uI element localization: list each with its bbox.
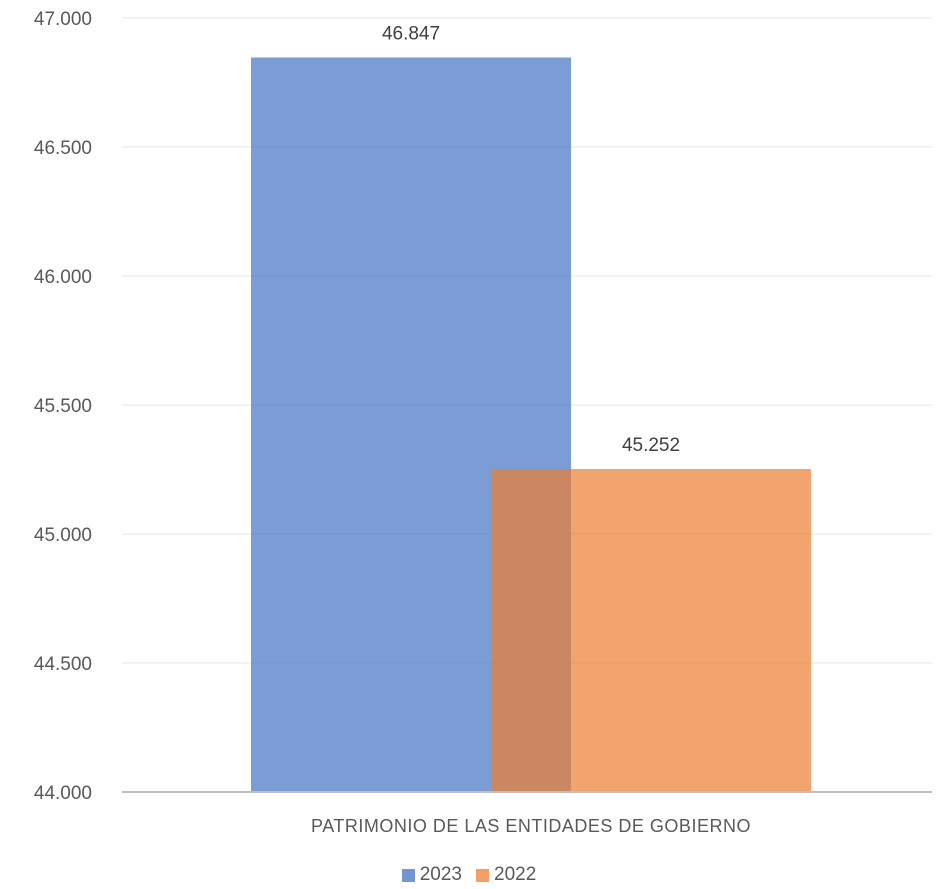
data-label-2022: 45.252 — [622, 435, 680, 456]
legend-item-2022[interactable]: 2022 — [476, 864, 536, 886]
data-labels: 46.847 45.252 — [382, 23, 680, 456]
legend-label-2022: 2022 — [494, 864, 537, 885]
data-label-2023: 46.847 — [382, 23, 440, 44]
category-label: PATRIMONIO DE LAS ENTIDADES DE GOBIERNO — [311, 816, 751, 836]
legend-swatch-2023 — [401, 868, 415, 882]
y-tick-label: 45.000 — [34, 525, 92, 546]
bar-2022 — [491, 468, 811, 792]
legend-label-2023: 2023 — [419, 864, 462, 885]
y-tick-label: 45.500 — [34, 396, 92, 417]
legend-item-2023[interactable]: 2023 — [401, 864, 462, 886]
y-tick-label: 46.000 — [34, 267, 92, 288]
y-tick-label: 44.000 — [34, 783, 92, 804]
legend: 2023 2022 — [0, 864, 938, 886]
y-tick-label: 44.500 — [34, 654, 92, 675]
y-axis-ticks: 44.000 44.500 45.000 45.500 46.000 46.500 47.0… — [34, 9, 92, 804]
bars — [251, 57, 811, 792]
y-tick-label: 46.500 — [34, 138, 92, 159]
y-tick-label: 47.000 — [34, 9, 92, 30]
legend-swatch-2022 — [476, 868, 489, 882]
